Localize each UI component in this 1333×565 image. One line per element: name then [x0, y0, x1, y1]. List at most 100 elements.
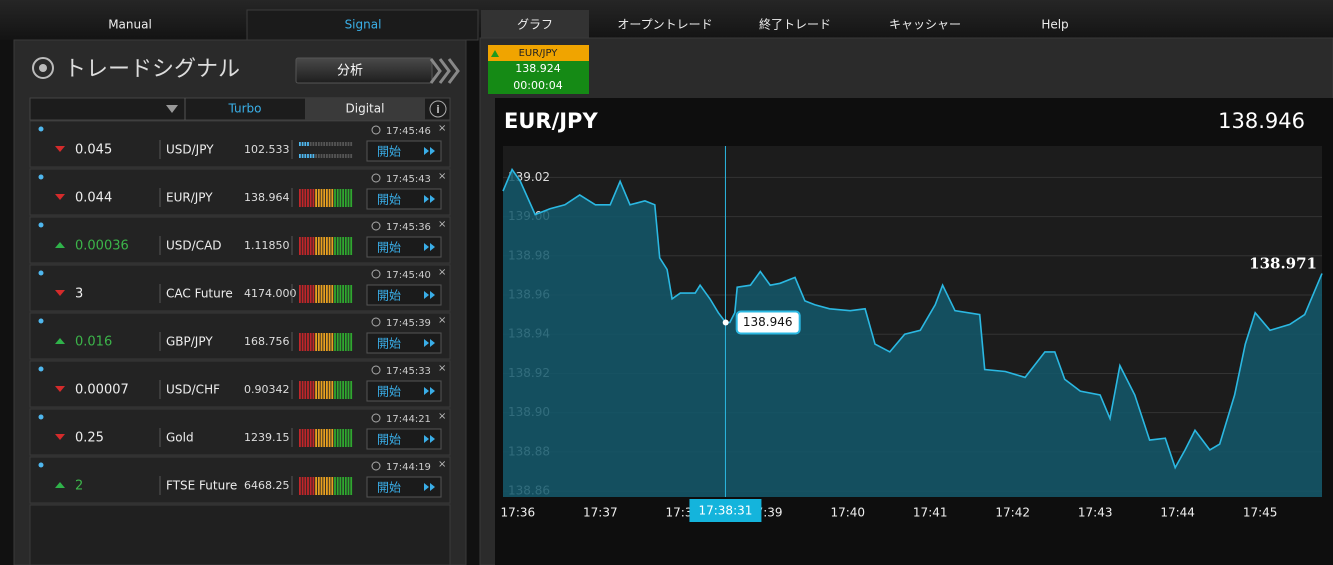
signal-rows: 0.045 USD/JPY 102.533 17:45:46 × 開始 0.044 EUR/J… [29, 120, 451, 504]
meter-bar [299, 285, 301, 303]
signal-time: 17:45:43 [386, 174, 431, 185]
column-label[interactable]: Digital [346, 102, 385, 116]
start-arrow [424, 243, 429, 251]
meter-bar [312, 333, 315, 351]
line [502, 167, 1323, 470]
close-icon[interactable]: × [438, 267, 446, 278]
chart: 138.86138.88138.90138.92138.94138.96138.… [501, 146, 1323, 522]
start-label[interactable]: 開始 [377, 289, 401, 303]
meter-bar [339, 381, 342, 399]
meter-bar [299, 333, 301, 351]
close-icon[interactable]: × [438, 459, 446, 470]
signal-price: 4174.000 [244, 287, 297, 300]
meter-bar [350, 189, 353, 207]
meter-bar [309, 381, 312, 399]
start-button[interactable] [366, 332, 442, 354]
status-dot [38, 414, 44, 420]
meter-bar [331, 333, 334, 351]
meter-bar [301, 189, 304, 207]
meter-bar [326, 154, 328, 158]
start-button[interactable] [366, 476, 442, 498]
meter-bar [320, 333, 323, 351]
x-tick-label: 17:36 [501, 506, 536, 520]
tab-active [481, 10, 589, 40]
start-button[interactable] [366, 284, 442, 306]
meter-bar [309, 333, 312, 351]
start-label[interactable]: 開始 [377, 193, 401, 207]
close-icon[interactable]: × [438, 363, 446, 374]
meter-bar [328, 333, 331, 351]
meter-bar [315, 333, 317, 351]
start-label[interactable]: 開始 [377, 481, 401, 495]
signal-time: 17:45:46 [386, 126, 431, 137]
meter-bar [344, 189, 347, 207]
nav-tab[interactable]: Signal [345, 18, 382, 32]
start-arrow [424, 147, 429, 155]
start-label[interactable]: 開始 [377, 241, 401, 255]
start-label[interactable]: 開始 [377, 433, 401, 447]
nav-tab[interactable]: Help [1041, 18, 1068, 32]
start-arrow [424, 339, 429, 347]
nav-tab[interactable]: Manual [108, 18, 152, 32]
meter-bar [350, 477, 353, 495]
start-label[interactable]: 開始 [377, 145, 401, 159]
meter-bar [334, 189, 336, 207]
close-icon[interactable]: × [438, 411, 446, 422]
meter-bar [347, 285, 350, 303]
meter-bar [326, 189, 328, 207]
arrow-up [55, 242, 65, 248]
meter-bar [334, 429, 336, 447]
nav-tab[interactable]: 終了トレード [759, 17, 831, 32]
meter-bar [299, 154, 301, 158]
start-button[interactable] [366, 428, 442, 450]
chart-title: EUR/JPY [504, 109, 598, 133]
nav-tab[interactable]: オープントレード [617, 18, 712, 32]
meter-bar [304, 237, 307, 255]
nav-tab[interactable]: グラフ [517, 18, 553, 32]
meter-bar [334, 142, 336, 146]
start-arrow [430, 435, 435, 443]
start-button[interactable] [366, 236, 442, 258]
meter-bar [344, 477, 347, 495]
start-button[interactable] [366, 140, 442, 162]
close-icon[interactable]: × [438, 315, 446, 326]
close-icon[interactable]: × [438, 219, 446, 230]
meter-bar [336, 333, 339, 351]
meter-bar [317, 285, 320, 303]
start-label[interactable]: 開始 [377, 337, 401, 351]
column-active [305, 98, 425, 120]
meter-bar [339, 154, 342, 158]
analyze-button[interactable] [295, 57, 433, 84]
meter-bar [331, 154, 334, 158]
meter-bar [299, 477, 301, 495]
start-button[interactable] [366, 380, 442, 402]
area [503, 169, 1322, 497]
start-arrow [424, 195, 429, 203]
panel-title: トレードシグナル [64, 57, 240, 82]
meter-bar [304, 333, 307, 351]
meter-bar [350, 142, 353, 146]
dropdown[interactable] [166, 105, 178, 113]
close-icon[interactable]: × [438, 123, 446, 134]
start-button[interactable] [366, 188, 442, 210]
analyze-label[interactable]: 分析 [337, 64, 363, 79]
meter-bar [347, 381, 350, 399]
info-icon[interactable] [429, 100, 447, 118]
nav-tab[interactable]: キャッシャー [889, 18, 961, 32]
start-label[interactable]: 開始 [377, 385, 401, 399]
start-arrow [430, 147, 435, 155]
meter-bar [328, 154, 331, 158]
start-arrow [424, 387, 429, 395]
meter-bar [301, 285, 304, 303]
start-arrow [424, 435, 429, 443]
chart-price: 138.946 [1218, 109, 1305, 133]
column-label[interactable]: Turbo [227, 102, 261, 116]
meter-bar [336, 237, 339, 255]
meter-bar [323, 381, 326, 399]
panel-icon [32, 57, 54, 79]
close-icon[interactable]: × [438, 171, 446, 182]
meter-bar [331, 285, 334, 303]
signal-asset: USD/CAD [166, 239, 222, 253]
meter-bar [339, 285, 342, 303]
meter-bar [326, 429, 328, 447]
